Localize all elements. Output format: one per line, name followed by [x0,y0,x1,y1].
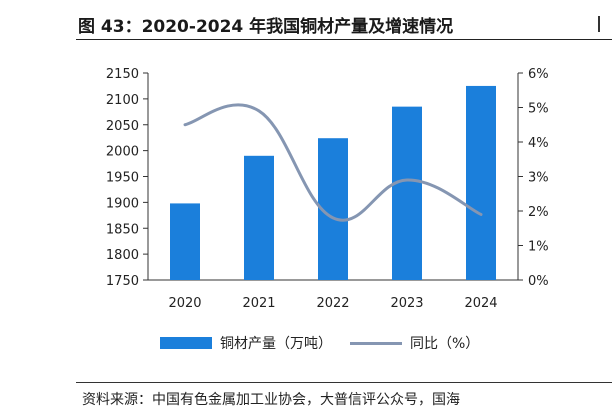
right-tick-label: 0% [528,274,549,289]
bar-2024 [466,85,496,280]
left-tick-label: 2150 [106,67,139,82]
legend-bar-label: 铜材产量（万吨） [220,336,332,352]
bar-2020 [170,203,200,280]
chart-title: 图 43：2020-2024 年我国铜材产量及增速情况 [78,17,454,37]
left-tick-label: 2100 [106,93,139,108]
edge-mark [598,16,612,32]
title-divider [76,39,612,40]
right-tick-label: 4% [528,136,549,151]
x-tick-label: 2024 [464,296,497,311]
legend: 铜材产量（万吨） 同比（%） [160,333,479,353]
left-tick-label: 2000 [106,145,139,160]
plot-area: 1750 1800 1850 1900 1950 2000 2050 2100 2150 0% 1%… [106,67,549,311]
source-note: 资料来源：中国有色金属加工业协会，大普信评公众号，国海 [82,392,460,408]
x-tick-label: 2022 [316,296,349,311]
source-divider [76,382,612,383]
legend-line-swatch [350,341,402,345]
legend-bar-swatch [160,337,212,349]
left-tick-label: 1750 [106,274,139,289]
legend-line-label: 同比（%） [410,336,480,352]
right-tick-label: 5% [528,102,549,117]
left-tick-label: 1950 [106,171,139,186]
left-tick-label: 1800 [106,248,139,263]
right-tick-label: 3% [528,171,549,186]
bar-2021 [244,155,274,280]
left-tick-label: 1900 [106,196,139,211]
x-tick-label: 2020 [168,296,201,311]
x-tick-label: 2021 [242,296,275,311]
x-tick-label: 2023 [390,296,423,311]
left-tick-label: 2050 [106,119,139,134]
right-tick-label: 1% [528,240,549,255]
left-tick-label: 1850 [106,222,139,237]
right-tick-label: 6% [528,67,549,82]
bar-2023 [392,106,422,280]
right-tick-label: 2% [528,205,549,220]
growth-rate-line [183,103,483,222]
